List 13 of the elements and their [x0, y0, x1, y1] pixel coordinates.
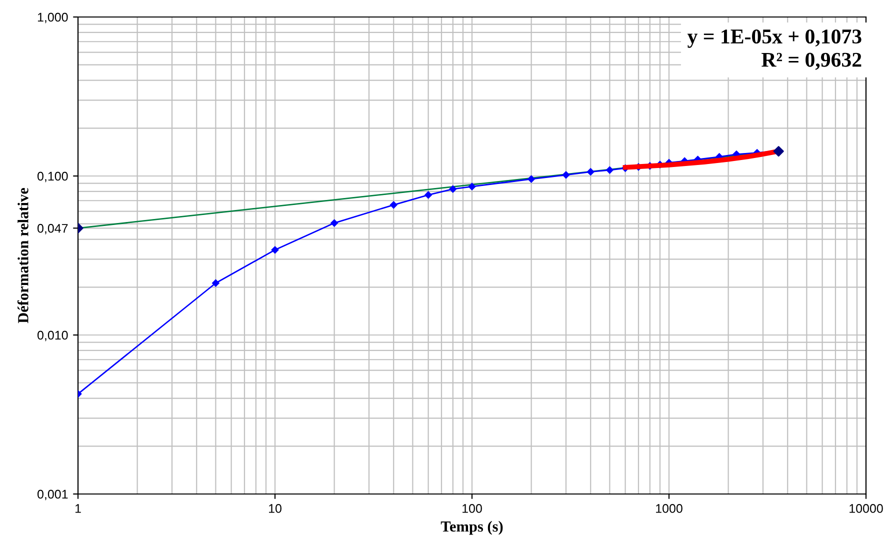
- y-tick-label: 1,000: [38, 12, 68, 24]
- y-tick-label: 0,100: [37, 172, 68, 182]
- y-tick-label: 0,010: [37, 330, 68, 342]
- x-tick-label: 1: [75, 504, 81, 513]
- x-tick-label: 1000: [656, 504, 682, 513]
- x-tick-label: 10000: [850, 504, 883, 513]
- y-tick-label: 0,047: [37, 224, 68, 234]
- annotation: y = 1E-05x + 0,1073 R² = 0,9632: [687, 29, 862, 70]
- y-tick-label: 0,001: [37, 490, 68, 500]
- x-axis-title: Temps (s): [440, 520, 503, 535]
- x-tick-label: 10: [269, 504, 282, 513]
- x-tick-label: 100: [462, 504, 482, 513]
- y-axis-title: Déformation relative: [17, 188, 28, 324]
